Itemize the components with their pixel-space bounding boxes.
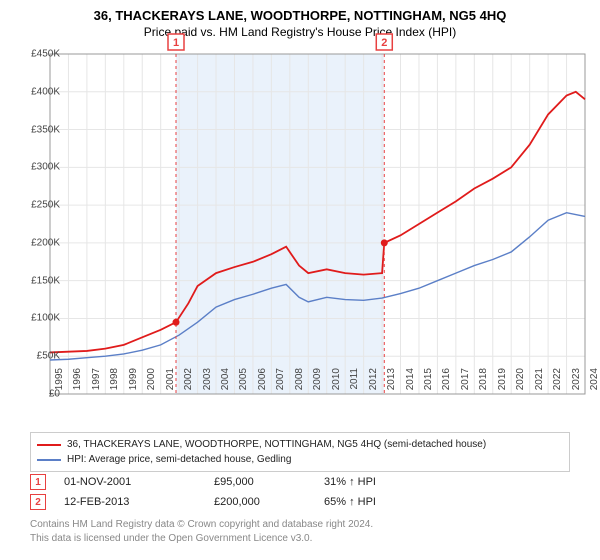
- y-tick-label: £100K: [15, 313, 60, 324]
- footnote-line: This data is licensed under the Open Gov…: [30, 532, 373, 546]
- x-tick-label: 2017: [460, 368, 471, 398]
- x-tick-label: 2024: [589, 368, 600, 398]
- y-tick-label: £50K: [15, 351, 60, 362]
- x-tick-label: 2020: [515, 368, 526, 398]
- legend-label: 36, THACKERAYS LANE, WOODTHORPE, NOTTING…: [67, 437, 486, 452]
- x-tick-label: 2009: [312, 368, 323, 398]
- x-tick-label: 2010: [331, 368, 342, 398]
- x-tick-label: 2007: [275, 368, 286, 398]
- x-tick-label: 2014: [405, 368, 416, 398]
- marker-badge-icon: 1: [30, 474, 46, 490]
- x-tick-label: 2023: [571, 368, 582, 398]
- x-tick-label: 2016: [441, 368, 452, 398]
- table-row: 1 01-NOV-2001 £95,000 31% ↑ HPI: [30, 472, 570, 492]
- x-tick-label: 2021: [534, 368, 545, 398]
- x-tick-label: 2008: [294, 368, 305, 398]
- y-tick-label: £350K: [15, 124, 60, 135]
- transaction-price: £95,000: [214, 476, 324, 488]
- marker-badge-icon: 2: [30, 494, 46, 510]
- transaction-delta: 31% ↑ HPI: [324, 476, 444, 488]
- x-tick-label: 2011: [349, 368, 360, 398]
- x-tick-label: 2004: [220, 368, 231, 398]
- x-tick-label: 1996: [72, 368, 83, 398]
- x-tick-label: 2003: [202, 368, 213, 398]
- x-tick-label: 1999: [128, 368, 139, 398]
- x-tick-label: 2001: [165, 368, 176, 398]
- x-tick-label: 2002: [183, 368, 194, 398]
- y-tick-label: £250K: [15, 200, 60, 211]
- y-tick-label: £150K: [15, 275, 60, 286]
- x-tick-label: 2012: [368, 368, 379, 398]
- x-tick-label: 1997: [91, 368, 102, 398]
- transaction-delta: 65% ↑ HPI: [324, 496, 444, 508]
- transaction-date: 01-NOV-2001: [64, 476, 214, 488]
- chart-subtitle: Price paid vs. HM Land Registry's House …: [0, 23, 600, 43]
- svg-text:2: 2: [381, 37, 387, 49]
- y-tick-label: £200K: [15, 237, 60, 248]
- x-tick-label: 2013: [386, 368, 397, 398]
- x-tick-label: 2019: [497, 368, 508, 398]
- x-tick-label: 2022: [552, 368, 563, 398]
- footnote-line: Contains HM Land Registry data © Crown c…: [30, 518, 373, 532]
- x-tick-label: 2000: [146, 368, 157, 398]
- legend-swatch-hpi: [37, 459, 61, 461]
- x-tick-label: 2015: [423, 368, 434, 398]
- y-tick-label: £400K: [15, 86, 60, 97]
- plot-area: 12: [50, 54, 585, 394]
- chart-title: 36, THACKERAYS LANE, WOODTHORPE, NOTTING…: [0, 0, 600, 23]
- svg-text:1: 1: [173, 37, 179, 49]
- legend-item: 36, THACKERAYS LANE, WOODTHORPE, NOTTING…: [37, 437, 563, 452]
- x-tick-label: 1998: [109, 368, 120, 398]
- footnote: Contains HM Land Registry data © Crown c…: [30, 518, 373, 545]
- table-row: 2 12-FEB-2013 £200,000 65% ↑ HPI: [30, 492, 570, 512]
- y-tick-label: £300K: [15, 162, 60, 173]
- legend-item: HPI: Average price, semi-detached house,…: [37, 452, 563, 467]
- x-tick-label: 1995: [54, 368, 65, 398]
- transactions-table: 1 01-NOV-2001 £95,000 31% ↑ HPI 2 12-FEB…: [30, 472, 570, 512]
- transaction-date: 12-FEB-2013: [64, 496, 214, 508]
- price-chart-container: 36, THACKERAYS LANE, WOODTHORPE, NOTTING…: [0, 0, 600, 560]
- x-tick-label: 2006: [257, 368, 268, 398]
- legend: 36, THACKERAYS LANE, WOODTHORPE, NOTTING…: [30, 432, 570, 472]
- legend-swatch-property: [37, 444, 61, 446]
- y-tick-label: £450K: [15, 49, 60, 60]
- x-tick-label: 2018: [478, 368, 489, 398]
- x-tick-label: 2005: [238, 368, 249, 398]
- transaction-price: £200,000: [214, 496, 324, 508]
- legend-label: HPI: Average price, semi-detached house,…: [67, 452, 291, 467]
- chart-svg: 12: [50, 54, 585, 394]
